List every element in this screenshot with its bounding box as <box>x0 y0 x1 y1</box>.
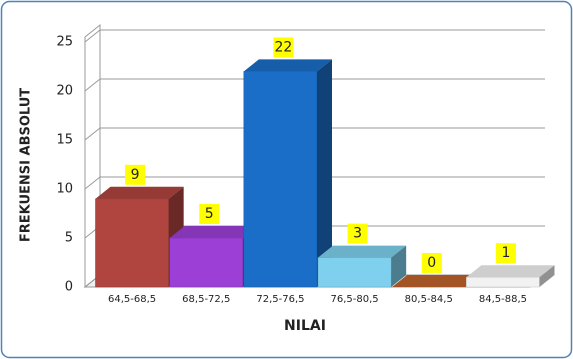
y-tick-label: 15 <box>56 133 73 148</box>
bar <box>243 71 318 288</box>
y-tick-label: 25 <box>56 35 73 50</box>
data-label: 1 <box>501 245 510 261</box>
bar-top <box>392 275 481 287</box>
data-label-box <box>125 164 146 185</box>
bar-top <box>318 245 407 258</box>
x-axis-label: NILAI <box>284 318 326 334</box>
y-tick-label: 5 <box>65 231 73 246</box>
y-tick-label: 0 <box>65 280 73 295</box>
data-label: 5 <box>205 206 214 222</box>
bar-side <box>539 265 555 287</box>
bar <box>95 198 169 288</box>
bar <box>169 237 244 288</box>
data-label-box <box>273 37 294 58</box>
data-label: 0 <box>427 255 436 271</box>
y-tick-label: 20 <box>56 84 73 99</box>
grid-line <box>84 127 101 141</box>
data-label-box <box>495 243 516 264</box>
data-label: 9 <box>131 167 140 183</box>
data-label-box <box>421 253 442 273</box>
grid-line <box>84 78 101 92</box>
bar-top <box>466 265 555 278</box>
y-tick-label: 10 <box>56 182 73 197</box>
data-label: 3 <box>353 226 362 242</box>
grid-line <box>84 176 101 190</box>
bar <box>466 276 540 288</box>
x-tick-label: 76,5-80,5 <box>331 294 379 305</box>
bar-side <box>317 59 332 288</box>
bar-top <box>169 226 258 238</box>
x-tick-label: 68,5-72,5 <box>182 294 230 305</box>
y-axis-label: FREKUENSI ABSOLUT <box>19 88 34 242</box>
x-tick-label: 72,5-76,5 <box>256 294 304 305</box>
bar-top <box>243 59 332 72</box>
x-tick-label: 64,5-68,5 <box>108 294 156 305</box>
data-label: 22 <box>275 39 293 55</box>
data-label-box <box>199 204 220 224</box>
bar <box>317 257 392 288</box>
bar-top <box>95 186 184 199</box>
bar-side <box>391 245 407 287</box>
x-tick-label: 84,5-88,5 <box>479 294 527 305</box>
grid-line <box>84 29 101 43</box>
data-label-box <box>347 223 368 244</box>
x-tick-label: 80,5-84,5 <box>405 294 453 305</box>
